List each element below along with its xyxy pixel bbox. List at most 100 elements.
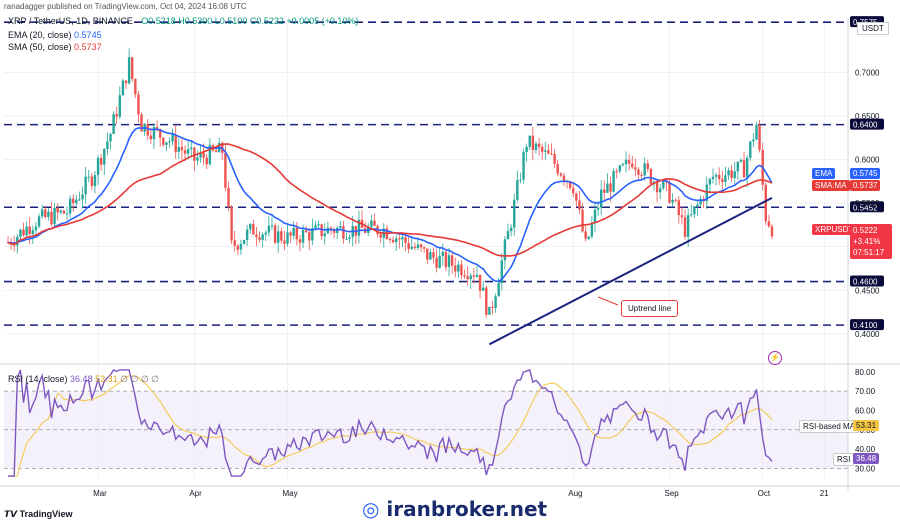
candle-body (509, 227, 513, 232)
candle-body (649, 168, 653, 185)
candle-body (78, 199, 81, 201)
candle-body (47, 211, 50, 217)
candle-body (516, 180, 519, 200)
candle-body (693, 206, 696, 215)
candle-body (90, 176, 94, 187)
rsi-tick-label: 70.00 (855, 387, 876, 396)
sma-legend[interactable]: SMA (50, close) 0.5737 (8, 42, 102, 52)
candle-body (199, 152, 202, 158)
candle-body (81, 194, 84, 200)
candle-body (531, 135, 535, 150)
candle-body (736, 161, 740, 172)
candle-body (410, 246, 413, 249)
ema-20-line (7, 126, 773, 283)
candle-body (401, 237, 404, 240)
sma-legend-value: 0.5737 (74, 42, 102, 52)
candle-body (488, 306, 491, 315)
level-tag-label: 0.5452 (853, 203, 878, 212)
candle-body (339, 226, 342, 228)
candle-body (755, 124, 758, 140)
candle-body (373, 220, 376, 226)
candle-body (323, 233, 326, 237)
candle-body (721, 179, 724, 182)
rsi-ma-tag: RSI-based MA (799, 420, 860, 433)
candle-body (559, 173, 563, 176)
rsi-ma-tag-value: 53.31 (853, 420, 880, 431)
publish-note: ranadagger published on TradingView.com,… (4, 2, 247, 11)
candle-body (419, 244, 423, 248)
candle-body (534, 143, 538, 150)
candle-body (28, 226, 31, 234)
candle-body (168, 141, 171, 143)
candle-body (50, 211, 53, 225)
candle-body (289, 232, 292, 236)
candle-body (53, 207, 56, 225)
candle-body (96, 157, 100, 176)
candle-body (770, 226, 774, 237)
candle-body (230, 206, 233, 241)
lightning-icon[interactable]: ⚡ (768, 351, 782, 365)
candle-body (727, 170, 730, 176)
candle-body (56, 207, 59, 213)
candle-body (615, 171, 618, 173)
candle-body (519, 179, 522, 181)
candle-body (730, 170, 733, 178)
candle-body (544, 150, 547, 152)
candle-body (513, 199, 516, 228)
last-price: 0.5222 (853, 226, 878, 235)
watermark: ◎ iranbroker.net (362, 497, 547, 521)
candle-body (631, 163, 634, 168)
candle-body (460, 264, 463, 276)
candle-body (612, 171, 615, 192)
ema-legend[interactable]: EMA (20, close) 0.5745 (8, 30, 102, 40)
symbol-title: XRP / TetherUS, 1D, BINANCE O0.5218 H0.5… (8, 16, 358, 26)
time-tick-label: May (283, 489, 298, 498)
candle-body (447, 255, 451, 268)
candle-body (547, 150, 550, 154)
rsi-line (8, 369, 773, 477)
candle-body (494, 296, 497, 308)
candle-body (59, 210, 62, 213)
candle-body (261, 234, 264, 240)
candle-body (658, 188, 662, 193)
candle-body (193, 147, 196, 161)
candle-body (283, 240, 286, 244)
candle-body (497, 283, 500, 297)
candle-body (634, 167, 637, 170)
rsi-legend[interactable]: RSI (14, close) 36.48 53.31 ∅ ∅ ∅ ∅ (8, 374, 159, 385)
symbol-name[interactable]: XRP / TetherUS, 1D, BINANCE (8, 16, 133, 26)
candle-body (500, 260, 504, 284)
candle-body (155, 127, 159, 130)
candle-body (550, 153, 553, 155)
uptrend-label[interactable]: Uptrend line (621, 300, 679, 317)
candle-body (249, 224, 252, 230)
candle-body (525, 146, 528, 153)
candle-body (668, 182, 671, 203)
tradingview-brand[interactable]: 𝙏𝙑 TradingView (4, 509, 72, 520)
rsi-legend-label: RSI (14, close) (8, 374, 68, 384)
candle-body (655, 181, 659, 193)
candle-body (562, 175, 566, 181)
candle-body (233, 240, 236, 246)
candle-body (528, 135, 531, 147)
sma-tag-value: 0.5737 (850, 180, 881, 191)
candle-body (422, 247, 426, 249)
candle-body (463, 275, 466, 277)
candle-body (680, 215, 684, 218)
candle-body (621, 164, 625, 166)
candle-body (599, 189, 603, 208)
candle-body (556, 163, 559, 174)
candle-body (674, 199, 677, 201)
candle-body (137, 94, 140, 115)
candle-body (224, 152, 227, 188)
ema-legend-value: 0.5745 (74, 30, 102, 40)
candle-body (705, 184, 708, 202)
candle-body (174, 134, 177, 152)
candle-body (627, 159, 631, 164)
rsi-legend-value: 36.48 (70, 374, 93, 384)
candle-body (640, 174, 643, 176)
tv-brand-text: TradingView (19, 509, 73, 519)
currency-selector[interactable]: USDT (857, 22, 889, 35)
candle-body (273, 225, 277, 243)
